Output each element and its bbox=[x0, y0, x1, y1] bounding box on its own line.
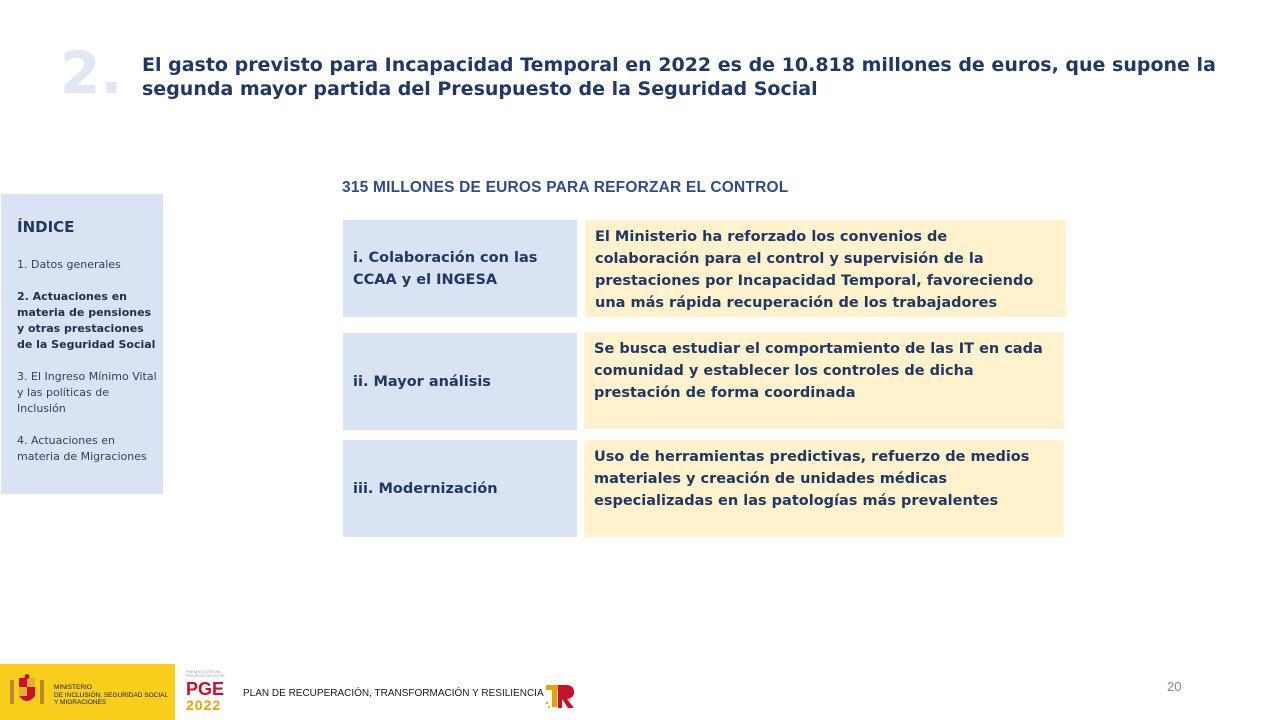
pge-caption: PRESENTACIÓN DEL PROYECTO DE LEY DE bbox=[186, 670, 225, 678]
row-label-modernizacion: iii. Modernización bbox=[343, 440, 577, 537]
ministry-logo: MINISTERIO DE INCLUSIÓN, SEGURIDAD SOCIA… bbox=[0, 664, 175, 720]
index-item-datos-generales[interactable]: 1. Datos generales bbox=[17, 258, 121, 271]
recovery-plan-label: PLAN DE RECUPERACIÓN, TRANSFORMACIÓN Y R… bbox=[243, 688, 544, 699]
ministry-line: Y MIGRACIONES bbox=[54, 699, 107, 706]
pge-2022-logo: PRESENTACIÓN DEL PROYECTO DE LEY DE PGE … bbox=[186, 670, 234, 716]
index-title: ÍNDICE bbox=[17, 218, 75, 236]
row-description-modernizacion: Uso de herramientas predictivas, refuerz… bbox=[584, 440, 1064, 537]
page-headline: El gasto previsto para Incapacidad Tempo… bbox=[142, 54, 1216, 100]
page-number: 20 bbox=[1167, 679, 1182, 694]
section-number: 2. bbox=[60, 39, 123, 107]
pge-text: PGE bbox=[186, 679, 225, 699]
row-description-analisis: Se busca estudiar el comportamiento de l… bbox=[584, 332, 1064, 429]
pge-year: 2022 bbox=[186, 697, 222, 713]
index-item-ingreso-minimo-vital[interactable]: 3. El Ingreso Mínimo Vital y las polític… bbox=[17, 370, 157, 415]
ministry-line: MINISTERIO bbox=[54, 684, 92, 691]
row-description-colaboracion: El Ministerio ha reforzado los convenios… bbox=[585, 220, 1066, 317]
coat-of-arms-icon bbox=[10, 674, 44, 704]
row-label-colaboracion: i. Colaboración con las CCAA y el INGESA bbox=[343, 220, 577, 317]
ministry-line: DE INCLUSIÓN, SEGURIDAD SOCIAL bbox=[54, 691, 169, 699]
index-sidebar bbox=[1, 194, 163, 494]
index-item-actuaciones-pensiones[interactable]: 2. Actuaciones en materia de pensiones y… bbox=[17, 290, 156, 351]
tr-logo-icon bbox=[545, 685, 574, 708]
row-label-analisis: ii. Mayor análisis bbox=[343, 333, 577, 430]
index-item-migraciones[interactable]: 4. Actuaciones en materia de Migraciones bbox=[17, 434, 147, 463]
block-title: 315 MILLONES DE EUROS PARA REFORZAR EL C… bbox=[342, 179, 789, 196]
